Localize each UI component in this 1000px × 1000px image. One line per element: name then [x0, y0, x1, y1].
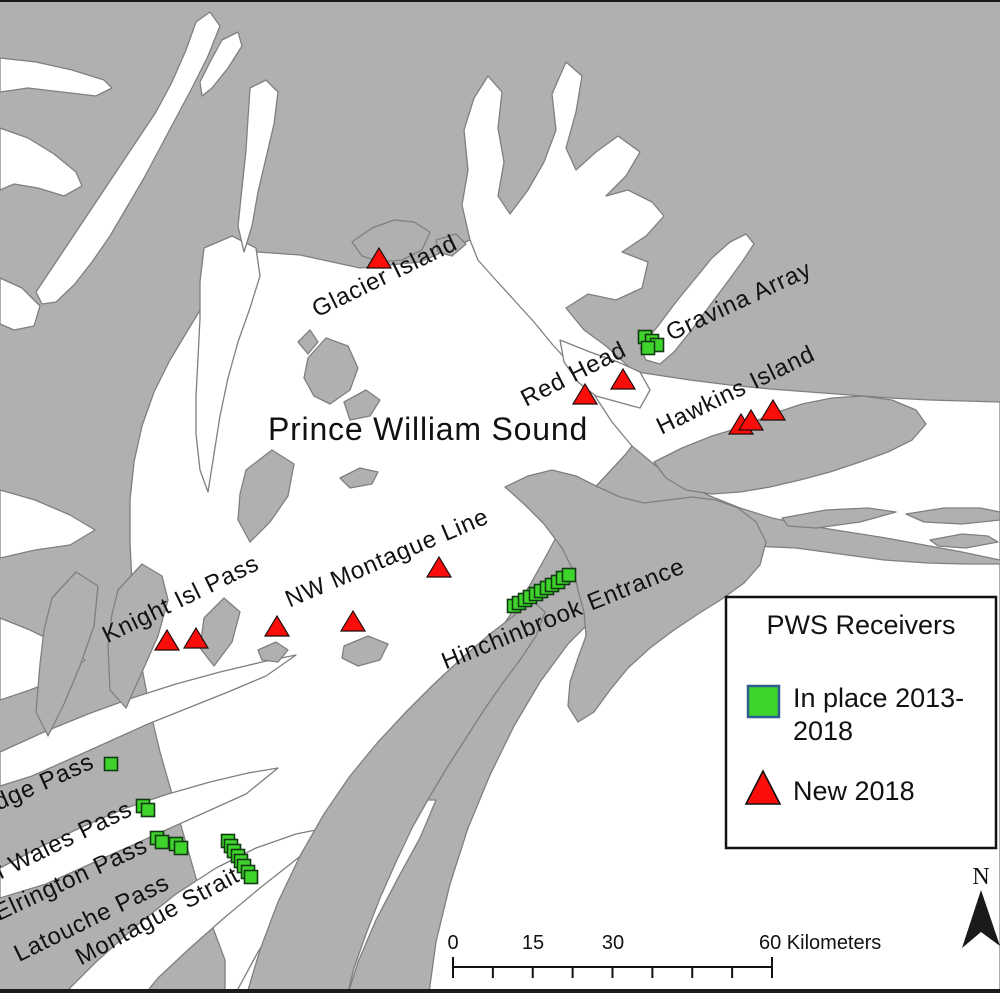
receiver-new-triangle	[737, 408, 765, 431]
receiver-in-place-square	[640, 340, 656, 356]
legend-box	[724, 595, 998, 850]
scale-bar-label: 60 Kilometers	[759, 932, 881, 954]
island-thin-east-2	[905, 507, 1000, 525]
receiver-in-place-square	[173, 840, 189, 856]
legend-item-new-label: New 2018	[793, 776, 915, 806]
receiver-in-place-square	[140, 802, 156, 818]
receiver-in-place-square	[561, 567, 577, 583]
water-channel-topleft-1	[0, 57, 113, 97]
receivers-in-place-layer	[103, 329, 665, 885]
frame-top	[0, 0, 1000, 2]
water-channel-topleft-3	[0, 277, 41, 331]
frame-bottom	[0, 989, 1000, 993]
place-label: Prince William Sound	[268, 411, 588, 447]
receiver-new-triangle	[365, 246, 393, 269]
scale-bar: 0 15 30 60 Kilometers	[447, 932, 881, 978]
island-thin-east-3	[929, 533, 999, 549]
water-fjord-forked	[35, 11, 221, 305]
water-bainbridge-pass	[0, 654, 297, 787]
north-label: N	[972, 864, 989, 890]
receiver-new-triangle	[263, 614, 291, 637]
receiver-new-triangle	[339, 609, 367, 632]
island-storey	[339, 467, 379, 489]
water-wales-pass	[0, 767, 279, 899]
scale-bar-label: 0	[447, 932, 458, 954]
water-college-arm	[237, 79, 279, 253]
water-fjord-fork-branch	[199, 31, 243, 97]
island-mid-islet	[257, 641, 289, 663]
receiver-new-triangle	[609, 367, 637, 390]
island-hinchinbrook	[504, 469, 767, 723]
water-port-wells	[195, 235, 261, 493]
islands	[35, 219, 1000, 1000]
receiver-in-place-square	[103, 756, 119, 772]
island-chenega-north	[237, 449, 295, 543]
island-glacier	[351, 219, 431, 263]
scale-bar-label: 15	[522, 932, 544, 954]
water-channel-topleft-2	[0, 127, 83, 197]
receivers-new-layer	[153, 246, 787, 651]
island-naked-2	[343, 389, 381, 421]
new-2018-triangle-icon	[744, 769, 782, 805]
island-montague	[244, 601, 546, 1000]
water-red-head-bay	[559, 339, 651, 409]
north-arrow: N	[962, 864, 1000, 948]
receiver-new-triangle	[425, 555, 453, 578]
legend-title: PWS Receivers	[766, 610, 955, 640]
receiver-in-place-square	[243, 869, 259, 885]
water-gravina-inlet	[639, 233, 755, 365]
island-thin-east-1	[781, 507, 897, 529]
legend-item-in-place-line1: In place 2013-	[793, 683, 964, 713]
in-place-square-icon	[746, 684, 781, 719]
scale-bar-label: 30	[602, 932, 624, 954]
island-naked-1	[303, 337, 359, 405]
frame-bottom-margin	[0, 993, 1000, 1000]
island-green	[341, 635, 389, 667]
receiver-new-triangle	[571, 382, 599, 405]
water-left-inlet-1	[0, 489, 96, 559]
island-knight-west	[35, 571, 99, 737]
receiver-new-triangle	[153, 628, 181, 651]
receiver-in-place-square	[154, 834, 170, 850]
island-knight	[107, 563, 169, 709]
receiver-new-triangle	[182, 626, 210, 649]
receiver-new-triangle	[759, 398, 787, 421]
legend-item-in-place-line2: 2018	[793, 716, 853, 746]
island-naked-3	[297, 329, 319, 355]
island-glacier-islet	[435, 233, 467, 257]
legend: PWS Receivers In place 2013- 2018 New 20…	[724, 595, 998, 850]
north-arrow-icon	[962, 890, 1000, 948]
